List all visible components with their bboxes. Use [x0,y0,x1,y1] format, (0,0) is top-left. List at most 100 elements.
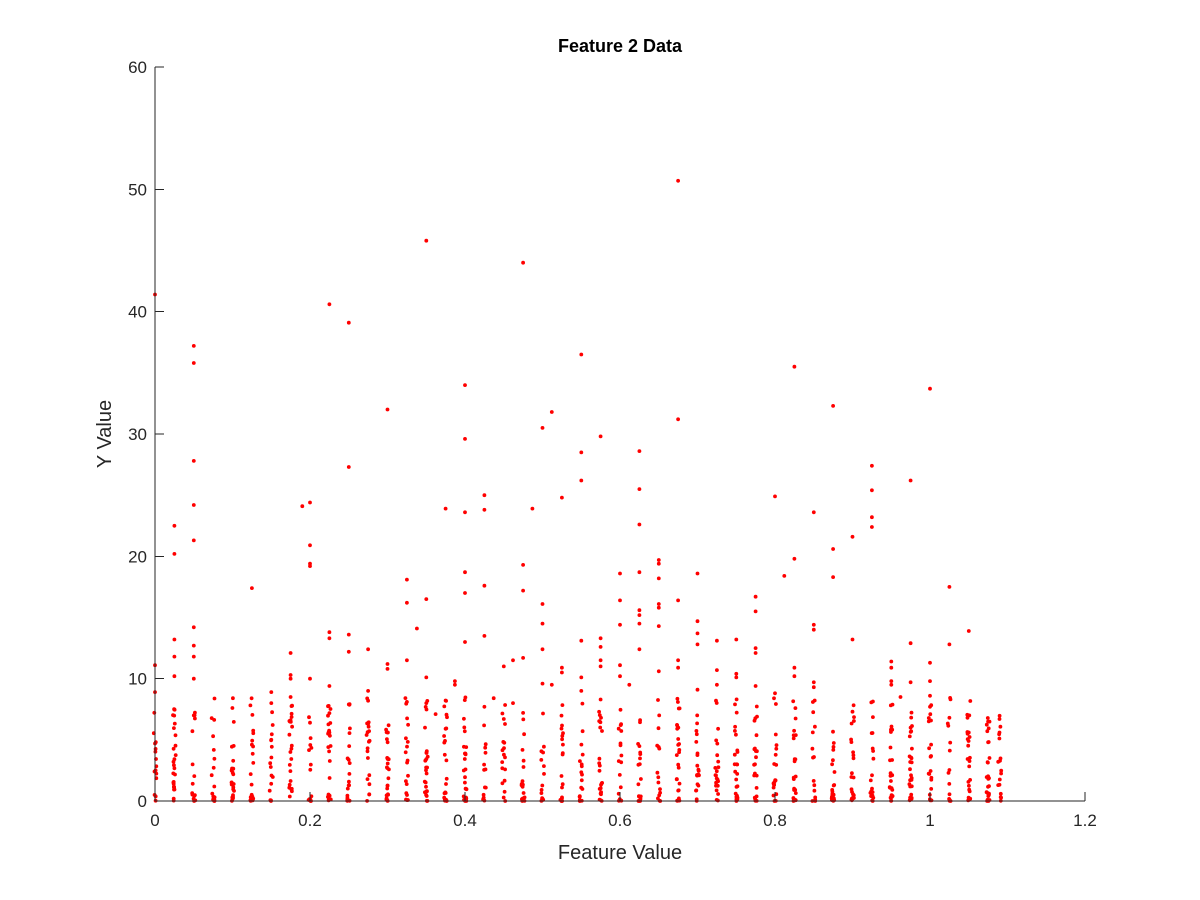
data-point [734,697,739,702]
data-point [346,702,351,707]
x-tick-label: 0.8 [763,811,787,830]
data-point [618,723,623,727]
data-point [852,796,856,800]
tick-marks: 0 0.2 0.4 0.6 0.8 1 1.2 0 10 20 30 40 50 60 [128,58,1097,830]
data-point [308,676,312,681]
data-point [540,426,545,430]
data-point [520,783,525,788]
data-point [929,742,933,747]
data-point [211,748,216,752]
data-point [482,583,487,588]
data-point [929,787,934,791]
data-point [986,740,990,745]
data-point [753,646,758,650]
data-point [811,510,816,515]
data-point [308,543,312,548]
data-point [810,730,815,735]
data-point [597,763,602,768]
data-point [618,622,622,627]
data-point [966,795,971,800]
data-point [676,665,680,670]
data-point [851,750,855,755]
data-point [713,766,718,770]
data-point [464,745,469,749]
data-point [773,752,778,757]
data-point [752,773,757,778]
data-point [774,746,779,751]
data-point [453,679,457,683]
data-point [269,701,274,705]
data-point [793,716,798,721]
data-point [347,761,352,765]
data-point [871,715,875,719]
data-point [501,664,506,669]
data-point [984,722,989,727]
data-point [676,737,681,741]
data-point [521,717,526,722]
data-point [675,723,679,727]
data-point [540,796,545,801]
data-point [424,675,429,680]
data-point [560,782,565,787]
data-point [346,649,351,654]
data-point [929,775,934,780]
data-point [869,700,874,705]
data-point [909,710,914,715]
data-point [715,682,719,687]
data-point [694,732,699,737]
data-point [491,696,496,701]
data-point [289,711,294,716]
data-point [481,792,486,797]
data-point [997,717,1002,721]
data-point [734,675,739,680]
data-point [996,783,1001,787]
data-point [250,586,254,590]
y-tick-label: 40 [128,303,147,322]
data-point [986,726,991,731]
data-point [386,792,390,797]
data-point [539,749,544,754]
data-point [172,707,177,712]
data-point [231,772,236,777]
data-point [616,759,621,763]
data-point [345,786,350,791]
data-point [792,665,797,670]
data-point [560,670,564,675]
data-point [695,751,700,756]
data-point [559,726,564,731]
data-point [676,765,681,770]
data-point [326,797,331,801]
data-point [812,788,817,793]
data-point [540,783,545,788]
data-point [618,785,623,790]
data-point [579,762,584,767]
data-point [636,742,640,746]
data-point [385,662,390,666]
data-point [172,763,176,768]
data-point [405,744,409,749]
data-point [366,756,370,760]
data-point [871,795,876,800]
data-point [966,629,971,633]
data-point [327,636,332,641]
data-point [998,724,1003,729]
data-point [656,624,661,628]
data-point [908,760,913,764]
data-point [327,749,331,754]
data-point [733,729,737,733]
data-point [483,785,488,790]
data-point [792,788,796,792]
data-point [967,759,972,763]
data-point [560,495,564,500]
data-point [675,777,679,782]
x-axis-label: Feature Value [558,842,682,864]
y-tick-label: 20 [128,547,147,566]
data-point [656,745,661,749]
data-point [832,783,837,787]
data-point [600,729,604,733]
data-point [871,756,876,761]
data-point [191,344,196,348]
data-point [714,769,719,774]
data-point [928,386,932,391]
